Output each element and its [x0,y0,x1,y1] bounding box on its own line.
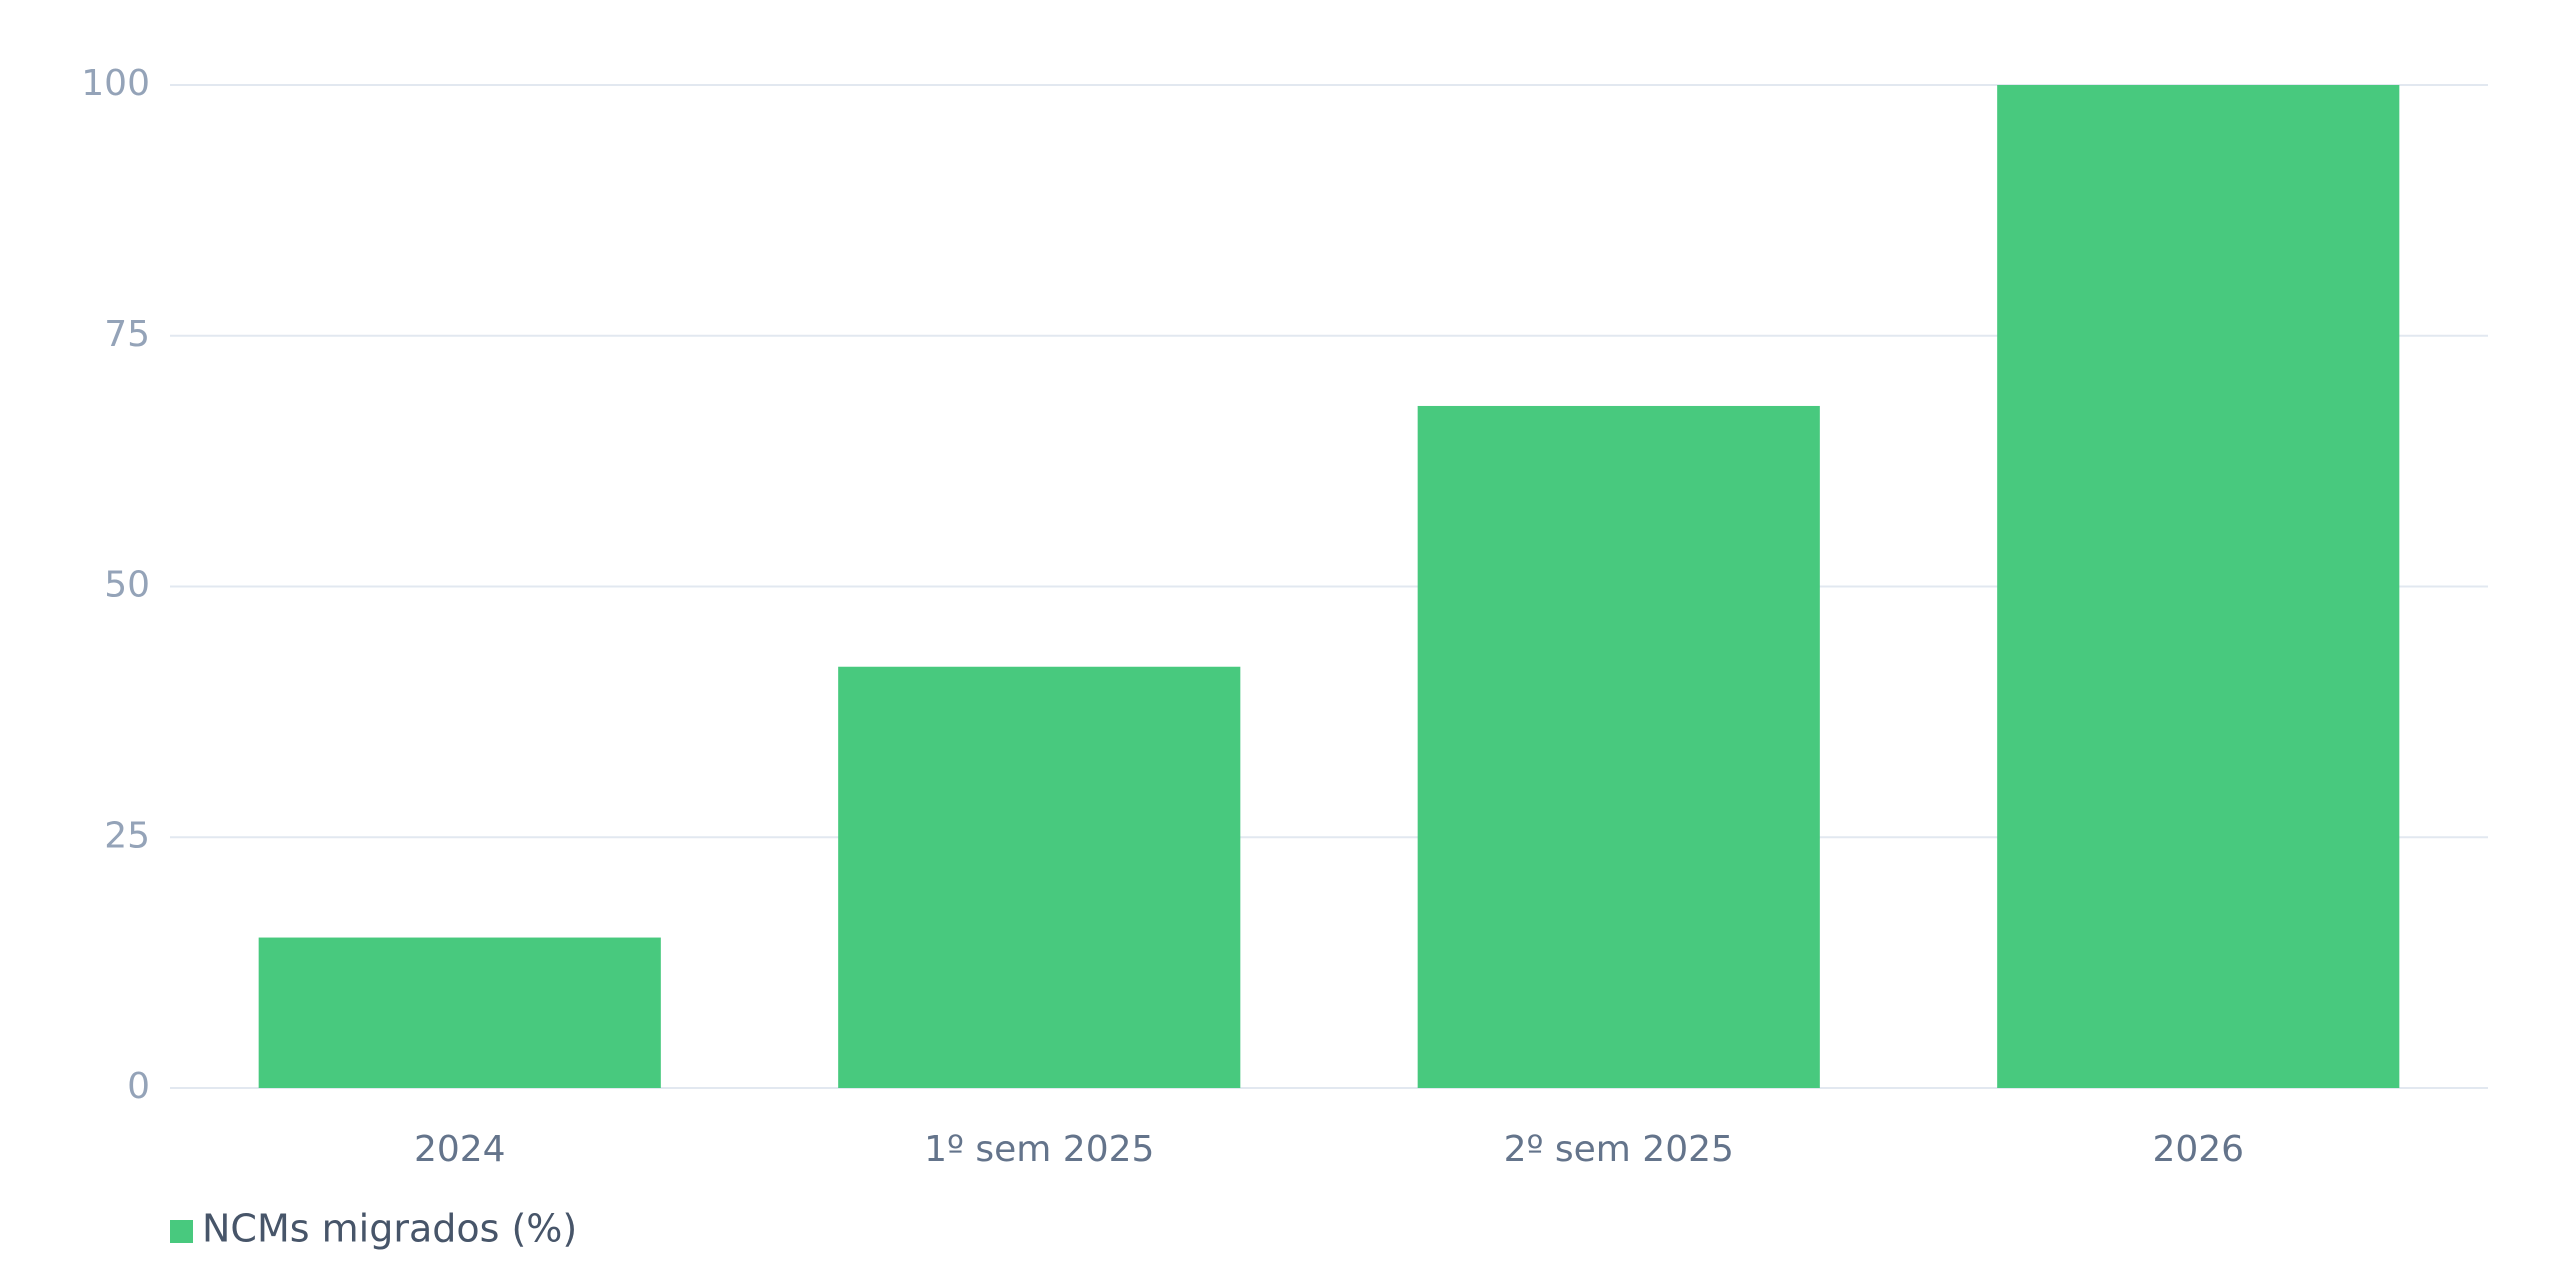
x-tick-label: 2026 [2152,1129,2244,1170]
bar [1417,405,1820,1089]
legend-label: NCMs migrados (%) [202,1207,577,1251]
y-tick-label: 50 [104,565,150,606]
y-tick-label: 100 [81,63,150,104]
bar [838,666,1241,1088]
y-tick-label: 75 [104,314,150,355]
y-tick-label: 25 [104,815,150,856]
legend-swatch [170,1220,193,1243]
x-tick-label: 2º sem 2025 [1504,1129,1734,1170]
x-tick-label: 1º sem 2025 [924,1129,1154,1170]
bar [1997,85,2400,1088]
x-tick-label: 2024 [414,1129,506,1170]
bar [258,937,661,1088]
y-tick-label: 0 [127,1066,150,1107]
